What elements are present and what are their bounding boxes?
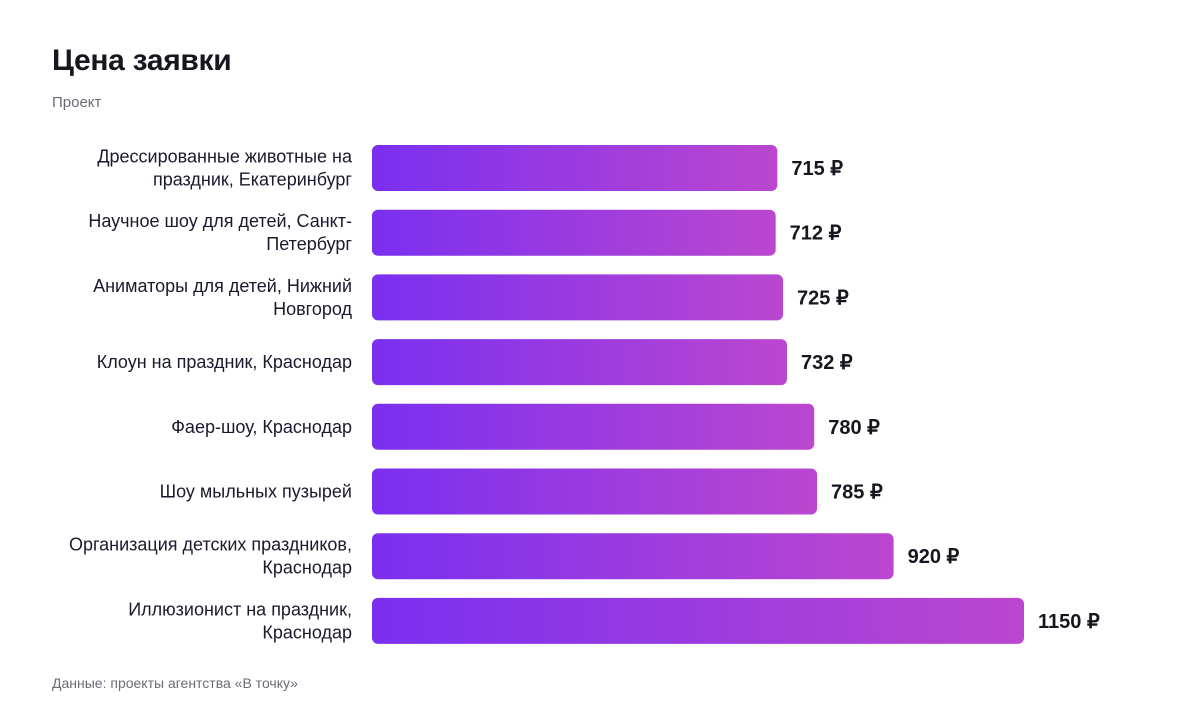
- category-label: Научное шоу для детей, Санкт-Петербург: [88, 211, 352, 254]
- value-label: 712 ₽: [790, 223, 842, 245]
- bar: [372, 339, 788, 386]
- chart-title: Цена заявки: [52, 44, 232, 77]
- bar: [372, 209, 776, 256]
- bar: [372, 145, 778, 191]
- category-label: Иллюзионист на праздник, Краснодар: [128, 599, 352, 642]
- value-label: 780 ₽: [828, 417, 880, 439]
- bars-group: Дрессированные животные на праздник, Екат…: [69, 145, 1100, 644]
- category-label: Клоун на праздник, Краснодар: [97, 352, 352, 372]
- value-label: 725 ₽: [797, 287, 849, 309]
- bar: [372, 533, 894, 580]
- value-label: 785 ₽: [831, 482, 883, 504]
- bar: [372, 403, 815, 450]
- category-label: Фаер-шоу, Краснодар: [171, 417, 352, 437]
- category-label: Организация детских праздников, Краснодар: [69, 535, 352, 578]
- bar: [372, 597, 1024, 644]
- value-label: 732 ₽: [801, 352, 853, 374]
- bar: [372, 468, 818, 515]
- value-label: 715 ₽: [791, 158, 843, 180]
- category-label: Дрессированные животные на праздник, Екат…: [97, 147, 353, 190]
- category-label: Шоу мыльных пузырей: [160, 482, 352, 502]
- value-label: 920 ₽: [908, 546, 960, 568]
- value-label: 1150 ₽: [1038, 611, 1100, 633]
- category-label: Аниматоры для детей, Нижний Новгород: [93, 276, 352, 319]
- bar: [372, 274, 784, 321]
- chart-subtitle: Проект: [52, 94, 102, 111]
- source-note: Данные: проекты агентства «В точку»: [52, 675, 298, 691]
